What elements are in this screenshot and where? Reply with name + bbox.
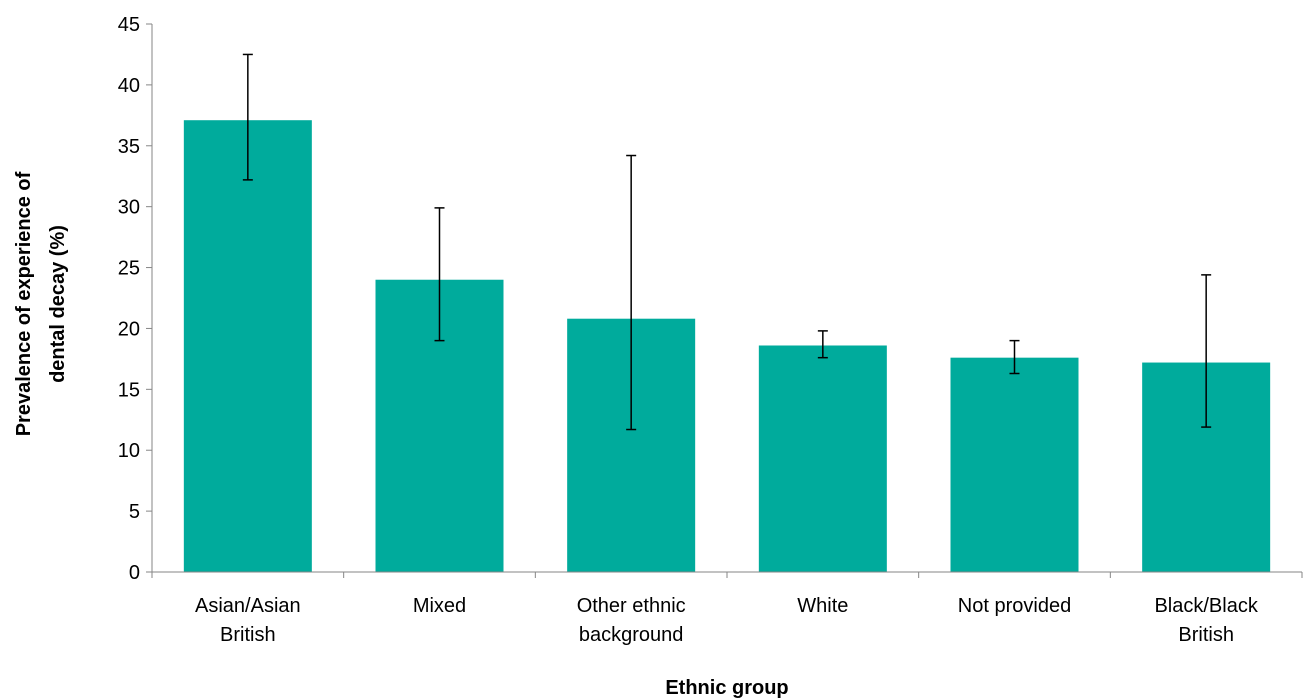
y-tick-label: 0 <box>129 562 140 584</box>
x-tick-label-line: background <box>579 624 684 646</box>
y-tick-label: 20 <box>118 318 140 340</box>
x-tick-label: Asian/Asian British <box>195 595 301 646</box>
x-tick-labels: Asian/Asian British Mixed Other ethnic backg… <box>195 595 1259 646</box>
y-tick-label: 15 <box>118 379 140 401</box>
y-axis: 0 5 10 15 20 25 30 35 40 45 <box>118 14 153 584</box>
x-tick-label: Mixed <box>413 595 466 617</box>
x-tick-label-line: Mixed <box>413 595 466 617</box>
y-tick-label: 30 <box>118 197 140 219</box>
y-axis-title-line: dental decay (%) <box>47 225 69 383</box>
y-axis-title-text: Prevalence of experience of dental decay … <box>13 171 69 436</box>
x-tick-label: Black/Black British <box>1154 595 1258 646</box>
bars <box>183 120 1271 573</box>
y-tick-label: 35 <box>118 136 140 158</box>
x-tick-label: Not provided <box>958 595 1071 617</box>
x-tick-label: Other ethnic background <box>577 595 686 646</box>
y-axis-title-line: Prevalence of experience of <box>13 171 35 436</box>
y-axis-title: Prevalence of experience of dental decay … <box>13 171 69 436</box>
x-tick-label-line: Not provided <box>958 595 1071 617</box>
x-axis <box>151 571 1303 578</box>
error-bars <box>242 53 1212 431</box>
y-tick-label: 45 <box>118 14 140 36</box>
x-axis-title: Ethnic group <box>665 677 788 699</box>
y-tick-label: 5 <box>129 501 140 523</box>
bar <box>950 357 1079 572</box>
x-tick-label: White <box>797 595 848 617</box>
y-tick-label: 10 <box>118 440 140 462</box>
x-tick-label-line: Black/Black <box>1154 595 1258 617</box>
x-tick-label-line: White <box>797 595 848 617</box>
x-tick-label-line: Other ethnic <box>577 595 686 617</box>
y-tick-label: 40 <box>118 75 140 97</box>
x-tick-label-line: British <box>1178 624 1234 646</box>
bar <box>183 120 312 573</box>
x-tick-label-line: Asian/Asian <box>195 595 301 617</box>
bar <box>758 345 887 572</box>
x-tick-label-line: British <box>220 624 276 646</box>
y-tick-label: 25 <box>118 258 140 280</box>
